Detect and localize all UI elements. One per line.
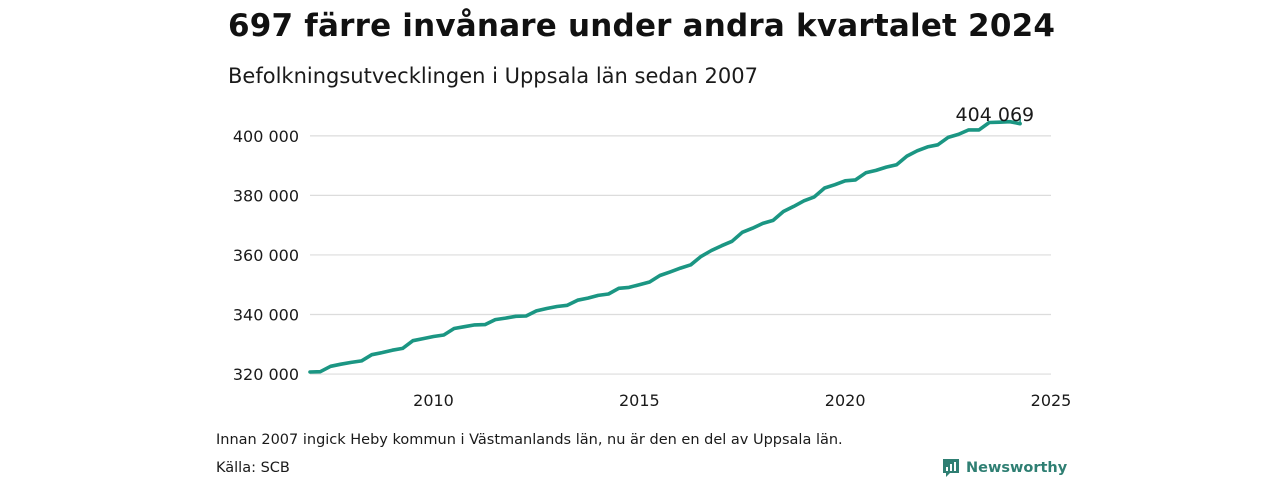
x-tick-label: 2015 xyxy=(619,391,660,410)
x-tick-label: 2010 xyxy=(413,391,454,410)
chart-subtitle: Befolkningsutvecklingen i Uppsala län se… xyxy=(228,64,759,88)
series-group xyxy=(308,119,1022,374)
y-axis-ticks: 320 000 340 000 360 000 380 000 400 000 xyxy=(233,127,299,384)
newsworthy-brand[interactable]: Newsworthy xyxy=(942,457,1067,479)
annotations: 404 069 xyxy=(956,104,1035,126)
newsworthy-logo-icon xyxy=(943,459,959,477)
x-tick-label: 2025 xyxy=(1031,391,1072,410)
gridlines xyxy=(310,135,1051,375)
y-tick-label: 320 000 xyxy=(233,365,299,384)
series-line xyxy=(308,119,1022,374)
line-chart: 320 000 340 000 360 000 380 000 400 000 2010… xyxy=(233,104,1072,410)
y-tick-label: 400 000 xyxy=(233,127,299,146)
x-tick-label: 2020 xyxy=(825,391,866,410)
brand-name: Newsworthy xyxy=(966,460,1068,476)
y-tick-label: 380 000 xyxy=(233,186,299,205)
source-credit: Källa: SCB xyxy=(216,460,290,476)
y-tick-label: 360 000 xyxy=(233,246,299,265)
end-value-label: 404 069 xyxy=(956,104,1035,126)
y-tick-label: 340 000 xyxy=(233,306,299,325)
footnote: Innan 2007 ingick Heby kommun i Västmanl… xyxy=(216,432,843,448)
x-axis-ticks: 2010 2015 2020 2025 xyxy=(413,391,1071,410)
chart-title: 697 färre invånare under andra kvartalet… xyxy=(228,8,1056,44)
